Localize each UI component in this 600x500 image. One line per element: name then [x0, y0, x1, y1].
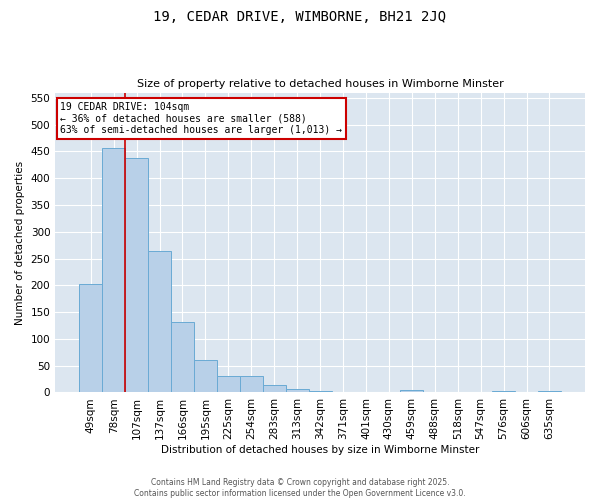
Bar: [240, 376, 263, 392]
Bar: [125, 158, 148, 392]
Bar: [171, 322, 194, 392]
Bar: [194, 360, 217, 392]
Bar: [400, 390, 423, 392]
Bar: [102, 148, 125, 392]
Bar: [263, 386, 286, 392]
Bar: [79, 284, 102, 393]
Bar: [308, 391, 332, 392]
Y-axis label: Number of detached properties: Number of detached properties: [15, 160, 25, 324]
X-axis label: Distribution of detached houses by size in Wimborne Minster: Distribution of detached houses by size …: [161, 445, 479, 455]
Bar: [217, 376, 240, 392]
Bar: [538, 391, 561, 392]
Text: 19, CEDAR DRIVE, WIMBORNE, BH21 2JQ: 19, CEDAR DRIVE, WIMBORNE, BH21 2JQ: [154, 10, 446, 24]
Text: 19 CEDAR DRIVE: 104sqm
← 36% of detached houses are smaller (588)
63% of semi-de: 19 CEDAR DRIVE: 104sqm ← 36% of detached…: [61, 102, 343, 135]
Text: Contains HM Land Registry data © Crown copyright and database right 2025.
Contai: Contains HM Land Registry data © Crown c…: [134, 478, 466, 498]
Title: Size of property relative to detached houses in Wimborne Minster: Size of property relative to detached ho…: [137, 79, 503, 89]
Bar: [286, 389, 308, 392]
Bar: [148, 250, 171, 392]
